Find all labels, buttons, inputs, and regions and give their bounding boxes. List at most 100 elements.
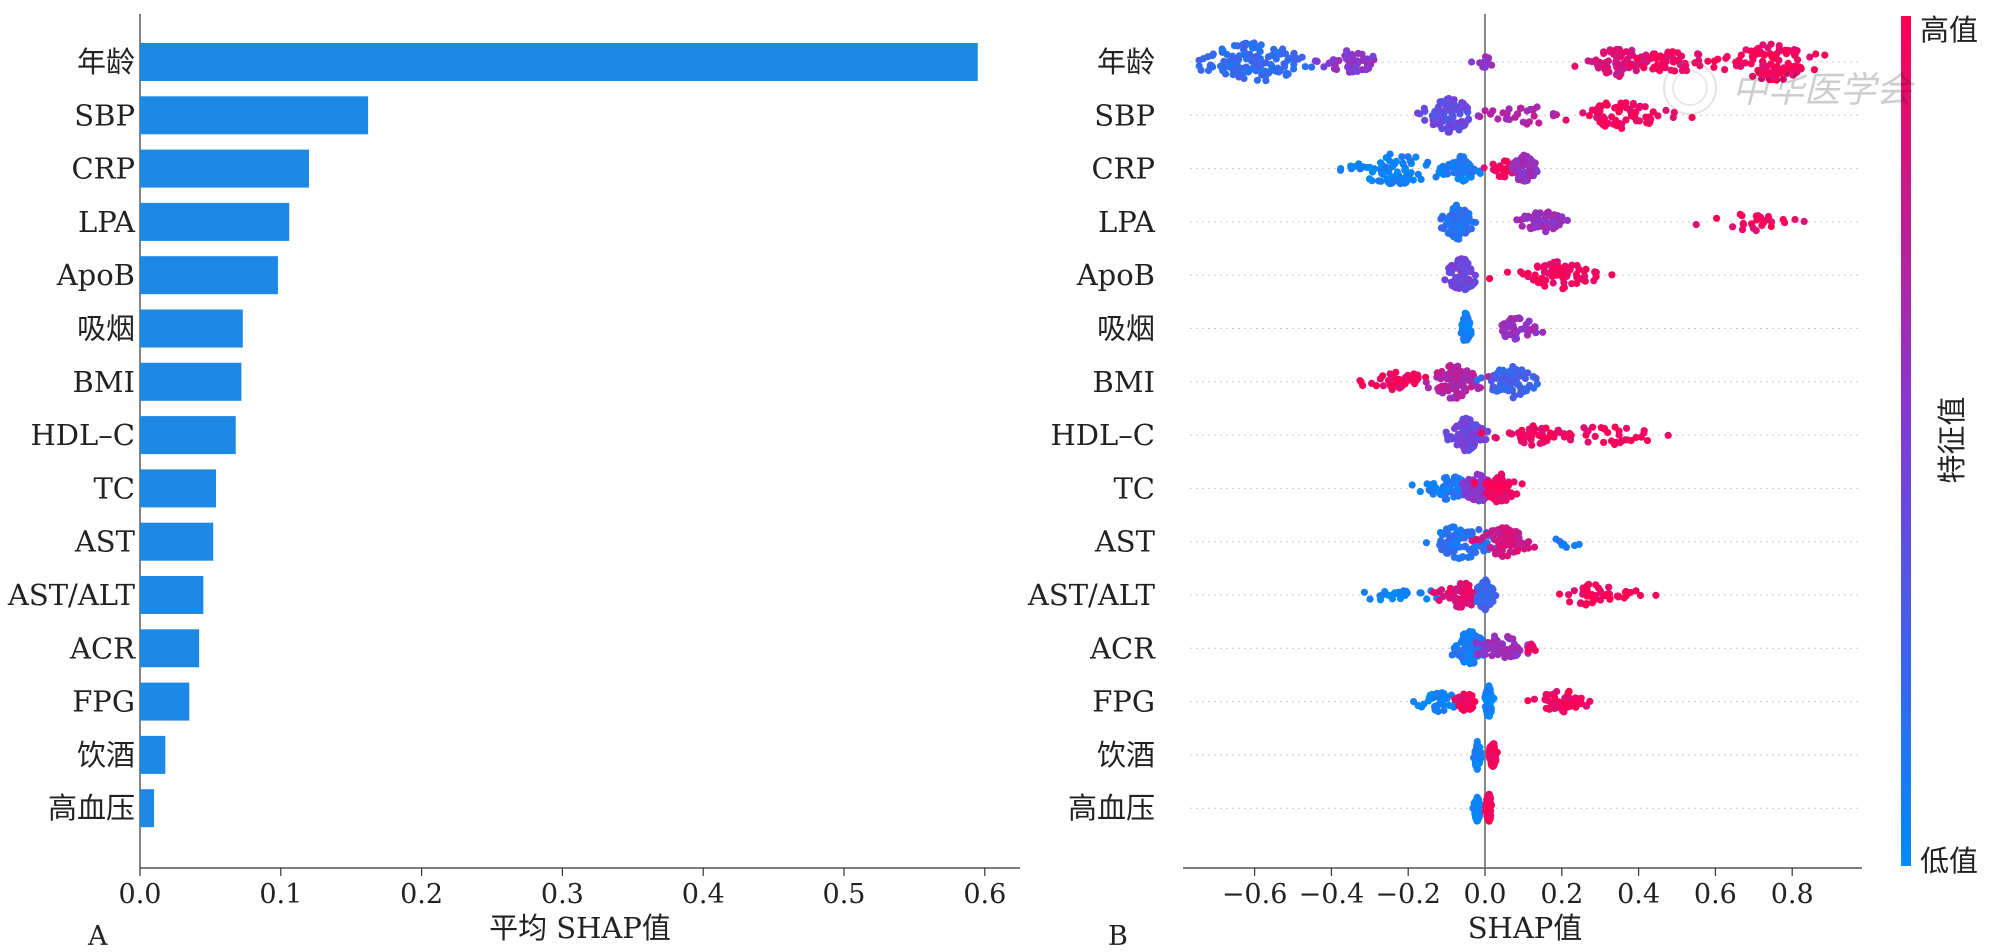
shap-dot [1507,653,1515,661]
shap-dot [1401,380,1409,388]
shap-dot [1544,224,1552,232]
shap-dot [1636,102,1644,110]
shap-dot [1571,62,1579,70]
shap-dot [1445,94,1453,103]
shap-dot [1627,588,1635,597]
shap-dot [1640,429,1648,437]
shap-dot [1611,423,1619,431]
shap-dot [1616,439,1624,447]
tick-label: 0.6 [1694,879,1737,910]
shap-dot [1729,223,1737,231]
shap-dot [1812,50,1820,58]
shap-dot [1549,279,1557,287]
shap-dot [1495,164,1503,172]
shap-dot [1335,57,1343,65]
shap-dot [1608,271,1616,279]
shap-dot [1392,368,1400,376]
shap-dot [1457,638,1465,646]
category-label: 饮酒 [77,738,135,772]
shap-dot [1735,56,1743,64]
shap-dot [1710,57,1719,65]
shap-dot [1456,391,1464,399]
shap-dot [1486,810,1494,819]
shap-dot [1767,222,1775,231]
shap-dot [1491,477,1500,485]
tick-label: 0.3 [541,879,584,910]
shap-dot [1806,53,1814,61]
shap-dot [1408,481,1416,489]
shap-dot [1344,63,1352,71]
shap-dot [1313,57,1321,65]
shap-dot [1452,217,1460,225]
shap-dot [1469,495,1477,503]
shap-dot [1486,275,1494,283]
shap-dot [1588,591,1596,599]
shap-dot [1695,56,1703,64]
category-label: TC [1113,471,1155,505]
shap-dot [1520,372,1528,380]
shap-dot [1459,438,1467,446]
shap-dot [1620,60,1628,68]
category-label: ApoB [56,258,135,292]
shap-dot [1541,213,1549,222]
shap-dot [1573,274,1581,282]
tick-label: 0.1 [259,879,302,910]
shap-dot [1416,488,1424,496]
shap-dot [1747,60,1755,68]
tick-label: −0.4 [1299,879,1365,910]
shap-dot [1284,70,1292,78]
shap-dot [1530,543,1539,551]
shap-dot [1595,584,1603,592]
shap-dot [1529,325,1537,333]
shap-dot [1589,596,1597,604]
shap-dot [1208,52,1217,60]
panel-b-x-axis-label: SHAP值 [1468,911,1583,945]
shap-dot [1566,429,1574,437]
shap-dot [1632,433,1640,441]
shap-dot [1473,376,1481,384]
shap-dot [1542,704,1550,712]
shap-dot [1437,224,1445,232]
shap-dot [1489,491,1497,500]
shap-dot [1220,57,1228,65]
shap-dot [1482,435,1490,444]
shap-dot [1388,179,1396,187]
shap-dot [1406,175,1414,183]
shap-dot [1443,485,1451,493]
shap-dot [1486,543,1495,552]
bar [140,522,214,561]
shap-dot [1490,528,1498,536]
shap-dot [1764,44,1772,52]
shap-dot [1464,528,1472,536]
shap-dot [1602,58,1610,67]
shap-dot [1467,265,1475,273]
shap-dot [1502,115,1510,123]
shap-dot [1412,153,1420,161]
panel-b-label: B [1108,921,1128,952]
shap-dot [1376,596,1385,604]
shap-dot [1467,553,1475,561]
shap-dot [1531,210,1539,218]
tick-label: 0.8 [1771,879,1814,910]
tick-label: 0.5 [823,879,866,910]
shap-dot [1755,69,1763,77]
shap-dot [1430,588,1438,597]
shap-dot [1692,221,1700,229]
shap-dot [1562,116,1570,124]
shap-dot [1512,547,1520,555]
shap-dot [1209,63,1217,71]
shap-dot [1447,114,1455,122]
shap-dot [1596,596,1604,604]
shap-dot [1620,594,1628,602]
shap-dot [1461,445,1469,453]
shap-dot [1449,541,1457,549]
shap-dot [1262,77,1270,85]
shap-dot [1449,489,1457,497]
shap-dot [1407,157,1415,165]
shap-dot [1474,815,1482,823]
shap-dot [1664,48,1672,56]
shap-dot [1447,121,1455,129]
shap-dot [1549,266,1557,274]
shap-dot [1492,592,1500,600]
shap-dot [1794,56,1802,64]
